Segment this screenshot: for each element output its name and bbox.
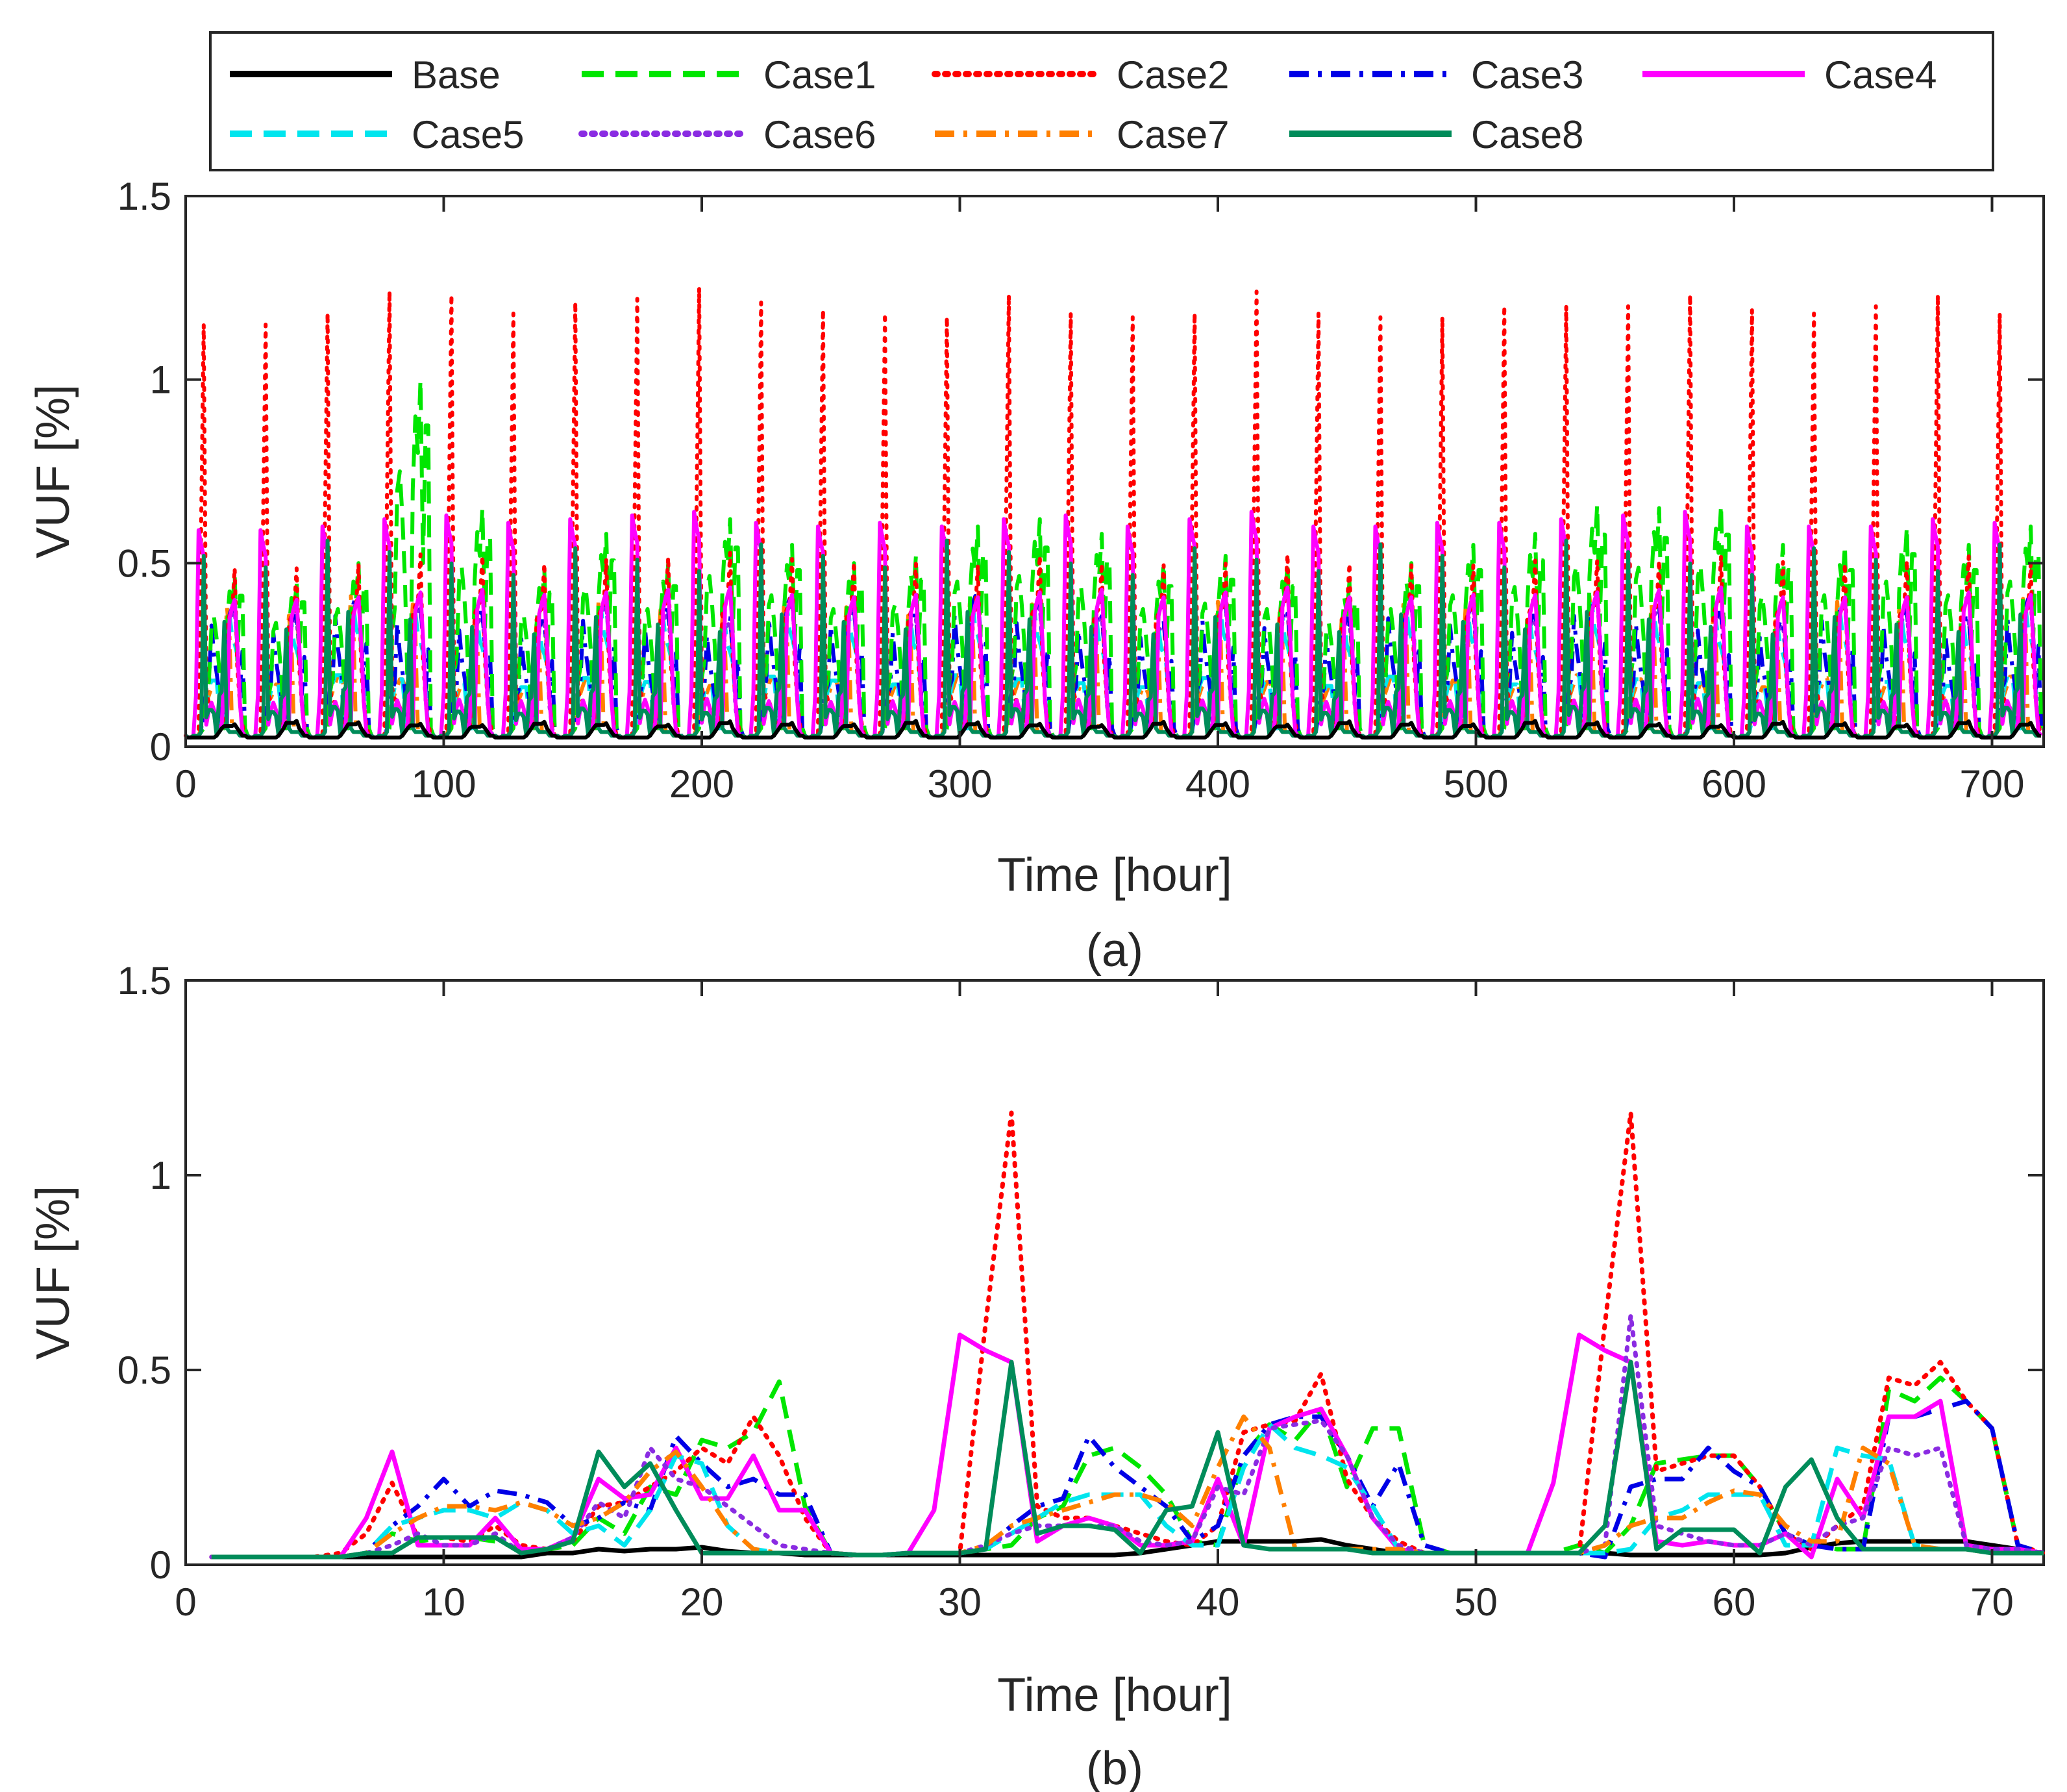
panel-a: 0 100 200 300 400 500 600 700 0 0.5 1 1.5 Time [ho… bbox=[27, 175, 2045, 977]
panel-b-series-case4 bbox=[211, 1332, 2044, 1560]
panel-a-ytick-label: 1 bbox=[150, 358, 171, 402]
panel-a-xtick-label: 300 bbox=[927, 762, 992, 806]
panel-b-xtick-label: 0 bbox=[175, 1580, 196, 1624]
panel-a-xtick-label: 700 bbox=[1959, 762, 2024, 806]
panel-b: 0 10 20 30 40 50 60 70 0 0.5 1 1.5 Time [hour] VUF… bbox=[27, 959, 2046, 1792]
panel-a-series-case2 bbox=[184, 286, 2043, 740]
legend-label-case5: Case5 bbox=[412, 113, 524, 156]
panel-a-axes-box bbox=[184, 195, 2045, 748]
panel-b-xtick-label: 60 bbox=[1713, 1580, 1756, 1624]
legend-label-case1: Case1 bbox=[763, 53, 876, 97]
panel-a-ylabel: VUF [%] bbox=[27, 384, 79, 558]
panel-b-ylabel: VUF [%] bbox=[27, 1186, 79, 1360]
legend-label-case8: Case8 bbox=[1471, 113, 1583, 156]
panel-b-xtick-label: 50 bbox=[1454, 1580, 1498, 1624]
panel-b-xticks: 0 10 20 30 40 50 60 70 bbox=[175, 980, 2014, 1624]
panel-a-xtick-label: 200 bbox=[669, 762, 734, 806]
legend-label-case3: Case3 bbox=[1471, 53, 1583, 97]
panel-a-xtick-label: 600 bbox=[1702, 762, 1766, 806]
panel-b-series-case8 bbox=[211, 1360, 2044, 1560]
panel-b-series-case2 bbox=[209, 1110, 2046, 1560]
panel-b-series bbox=[209, 1110, 2046, 1560]
panel-b-ytick-label: 1.5 bbox=[118, 959, 171, 1002]
panel-b-xtick-label: 20 bbox=[680, 1580, 724, 1624]
panel-b-xtick-label: 10 bbox=[422, 1580, 465, 1624]
panel-a-series bbox=[184, 286, 2043, 740]
panel-a-caption: (a) bbox=[1086, 925, 1143, 977]
panel-b-series-base bbox=[211, 1537, 2044, 1560]
panel-a-series-case3 bbox=[184, 594, 2043, 740]
panel-a-xtick-label: 400 bbox=[1185, 762, 1250, 806]
panel-b-axes-box bbox=[184, 979, 2045, 1566]
legend: Base Case1 Case2 Case3 Case4 Case5 Case6 Case7 C… bbox=[209, 31, 1994, 171]
panel-a-yticks: 0 0.5 1 1.5 bbox=[118, 175, 2044, 769]
panel-a-xlabel: Time [hour] bbox=[997, 849, 1232, 901]
legend-label-case6: Case6 bbox=[763, 113, 876, 156]
panel-b-ytick-label: 1 bbox=[150, 1154, 171, 1197]
panel-a-xtick-label: 500 bbox=[1443, 762, 1508, 806]
panel-b-xtick-label: 70 bbox=[1970, 1580, 2014, 1624]
panel-b-ytick-label: 0.5 bbox=[118, 1349, 171, 1392]
panel-a-xticks: 0 100 200 300 400 500 600 700 bbox=[175, 196, 2025, 806]
panel-b-xtick-label: 40 bbox=[1196, 1580, 1240, 1624]
legend-box bbox=[209, 31, 1994, 171]
panel-b-series-case6 bbox=[209, 1313, 2046, 1560]
panel-b-series-case3 bbox=[211, 1399, 2045, 1560]
panel-a-ytick-label: 0 bbox=[150, 725, 171, 769]
panel-b-yticks: 0 0.5 1 1.5 bbox=[118, 959, 2044, 1587]
panel-b-caption: (b) bbox=[1086, 1743, 1143, 1792]
panel-a-series-base bbox=[186, 719, 2041, 740]
panel-a-ytick-label: 0.5 bbox=[118, 541, 171, 585]
panel-a-xtick-label: 0 bbox=[175, 762, 196, 806]
legend-label-base: Base bbox=[412, 53, 501, 97]
legend-label-case4: Case4 bbox=[1824, 53, 1937, 97]
legend-label-case2: Case2 bbox=[1117, 53, 1229, 97]
panel-a-xtick-label: 100 bbox=[411, 762, 476, 806]
panel-b-ytick-label: 0 bbox=[150, 1543, 171, 1587]
legend-label-case7: Case7 bbox=[1117, 113, 1229, 156]
panel-b-series-case7 bbox=[211, 1414, 2044, 1560]
panel-a-ytick-label: 1.5 bbox=[118, 175, 171, 218]
panel-b-xtick-label: 30 bbox=[938, 1580, 982, 1624]
panel-b-xlabel: Time [hour] bbox=[997, 1669, 1232, 1721]
